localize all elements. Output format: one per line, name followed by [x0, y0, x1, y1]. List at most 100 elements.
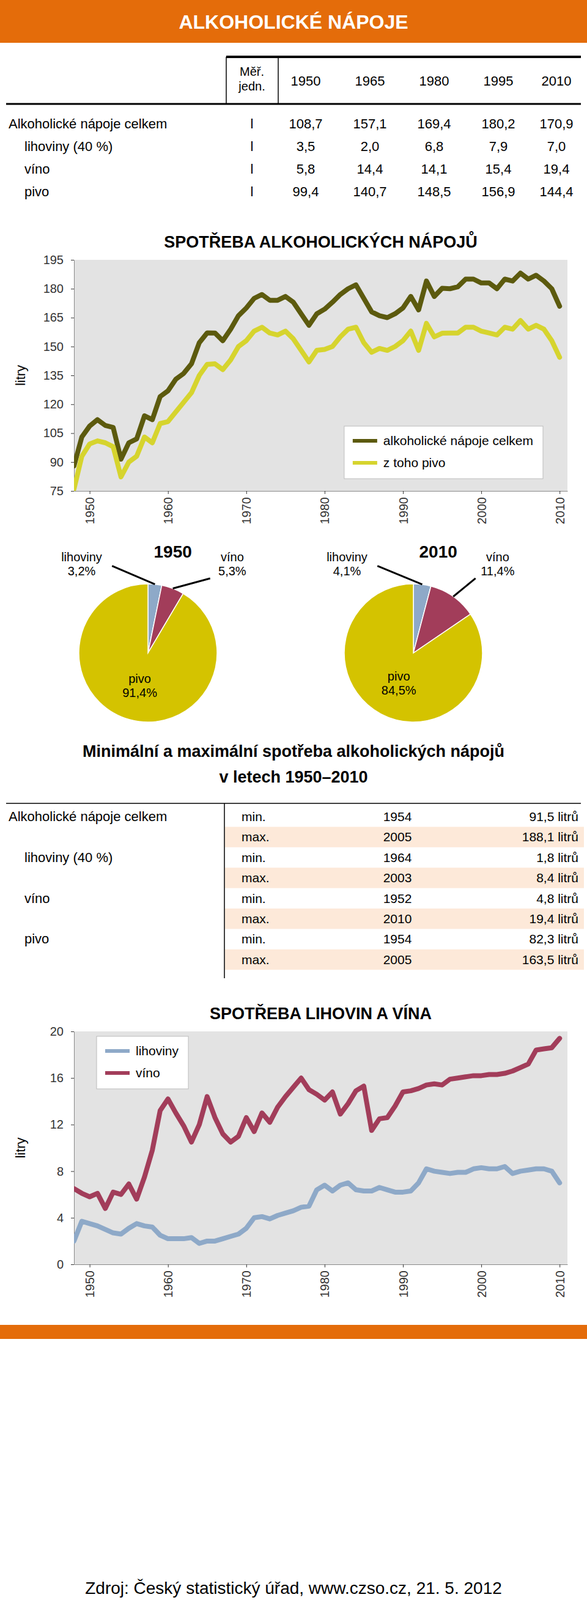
legend-swatch [352, 461, 378, 465]
row-label: Alkoholické nápoje celkem [8, 116, 167, 132]
tick-label: 1980 [317, 497, 332, 525]
column-header: 1980 [419, 73, 450, 89]
pie-slice [344, 583, 483, 723]
page: ALKOHOLICKÉ NÁPOJEMěř.jedn.1950196519801… [0, 0, 587, 1600]
series-line [73, 1166, 560, 1244]
axis-line [74, 491, 569, 492]
pie-title: 2010 [419, 542, 458, 562]
slice-name: víno [220, 550, 244, 564]
table-cell: 8,4 litrů [536, 870, 579, 885]
legend: alkoholické nápoje celkemz toho pivo [344, 426, 543, 479]
table-cell: 6,8 [424, 138, 444, 155]
tick-label: 4 [56, 1211, 64, 1225]
tick: 1980 [317, 491, 332, 525]
series-group [73, 273, 560, 490]
tick-label: 2000 [475, 497, 489, 525]
series-line [73, 320, 560, 490]
tick-label: 165 [43, 310, 64, 325]
tick-mark [168, 1264, 169, 1268]
minmax-table: Minimální a maximální spotřeba alkoholic… [6, 742, 584, 979]
tick-mark [70, 491, 74, 492]
table-cell: max. [241, 870, 270, 885]
table-cell: 99,4 [292, 184, 320, 200]
table-cell: 108,7 [288, 116, 323, 132]
row-band [225, 908, 584, 929]
legend-swatch [352, 439, 378, 443]
chart-title: SPOTŘEBA LIHOVIN A VÍNA [209, 1004, 432, 1023]
tick-mark [324, 1264, 326, 1268]
tick-label: 0 [56, 1257, 64, 1272]
tick: 1960 [161, 491, 175, 525]
axis-title: litry [12, 1137, 29, 1159]
table-cell: 5,8 [296, 161, 316, 177]
table-rule [225, 56, 227, 104]
table-rule [226, 55, 581, 59]
tick: 90 [50, 455, 74, 469]
table-cell: 14,4 [357, 161, 384, 177]
table-cell: 163,5 litrů [522, 952, 579, 967]
table-cell: 2,0 [360, 138, 380, 155]
table-cell: 2005 [383, 952, 413, 967]
slice-value: 4,1% [333, 564, 362, 578]
table-cell: 1,8 litrů [536, 850, 579, 865]
tick: 105 [43, 426, 74, 440]
column-header: Měř.jedn. [237, 64, 265, 93]
legend-label: alkoholické nápoje celkem [383, 433, 534, 448]
tick-label: 90 [50, 455, 64, 469]
legend-label: lihoviny [135, 1043, 180, 1058]
tick: 1970 [239, 1264, 254, 1299]
table-cell: 15,4 [485, 161, 512, 177]
table-cell: 2003 [383, 870, 413, 885]
table-cell: l [250, 184, 254, 200]
table-cell: 2010 [383, 911, 413, 926]
tick: 1970 [239, 491, 254, 525]
tick: 135 [43, 368, 74, 383]
axis-title: litry [12, 365, 29, 386]
table-title: Minimální a maximální spotřeba alkoholic… [82, 742, 505, 761]
page-title: ALKOHOLICKÉ NÁPOJE [178, 11, 408, 34]
leader-line [453, 578, 476, 597]
tick: 1990 [396, 491, 411, 525]
slice-value: 84,5% [381, 683, 417, 698]
table-cell: 1954 [383, 931, 413, 946]
table-cell: 144,4 [539, 184, 573, 200]
legend-box [96, 1036, 189, 1090]
table-cell: max. [241, 829, 270, 844]
tick-mark [70, 288, 74, 290]
infographic: ALKOHOLICKÉ NÁPOJEMěř.jedn.1950196519801… [0, 0, 587, 1600]
tick: 1980 [317, 1264, 332, 1299]
row-band [225, 949, 584, 970]
tick: 195 [43, 253, 74, 267]
tick-mark [70, 317, 74, 319]
tick-mark [70, 346, 74, 348]
pie-slice [78, 583, 218, 723]
legend-swatch [105, 1071, 130, 1075]
tick-mark [70, 404, 74, 405]
table-cell: 4,8 litrů [536, 891, 579, 906]
table-cell: 7,0 [547, 138, 567, 155]
footer-bar [0, 1325, 587, 1340]
series-group [73, 1038, 560, 1244]
table-cell: l [250, 138, 254, 155]
leader-line [173, 578, 211, 589]
table-cell: 1952 [383, 891, 413, 906]
slice-name: pivo [387, 669, 411, 683]
column-header: 1965 [355, 73, 386, 89]
table-cell: 1964 [383, 850, 413, 865]
tick-label: 12 [50, 1117, 64, 1132]
tick: 8 [56, 1164, 74, 1179]
slice-value: 11,4% [480, 564, 515, 578]
slice-name: lihoviny [326, 550, 368, 564]
tick-mark [70, 1031, 74, 1033]
table-cell: 7,9 [489, 138, 509, 155]
tick: 0 [56, 1257, 74, 1272]
tick-mark [324, 491, 326, 495]
table-cell: l [250, 161, 254, 177]
x-axis: 1950196019701980199020002010 [74, 491, 569, 525]
tick-label: 1990 [396, 1270, 411, 1299]
tick: 2010 [553, 1264, 567, 1299]
table-cell: 14,1 [421, 161, 448, 177]
tick-label: 1980 [317, 1270, 332, 1299]
tick-mark [70, 1218, 74, 1219]
tick-label: 2000 [475, 1270, 489, 1299]
